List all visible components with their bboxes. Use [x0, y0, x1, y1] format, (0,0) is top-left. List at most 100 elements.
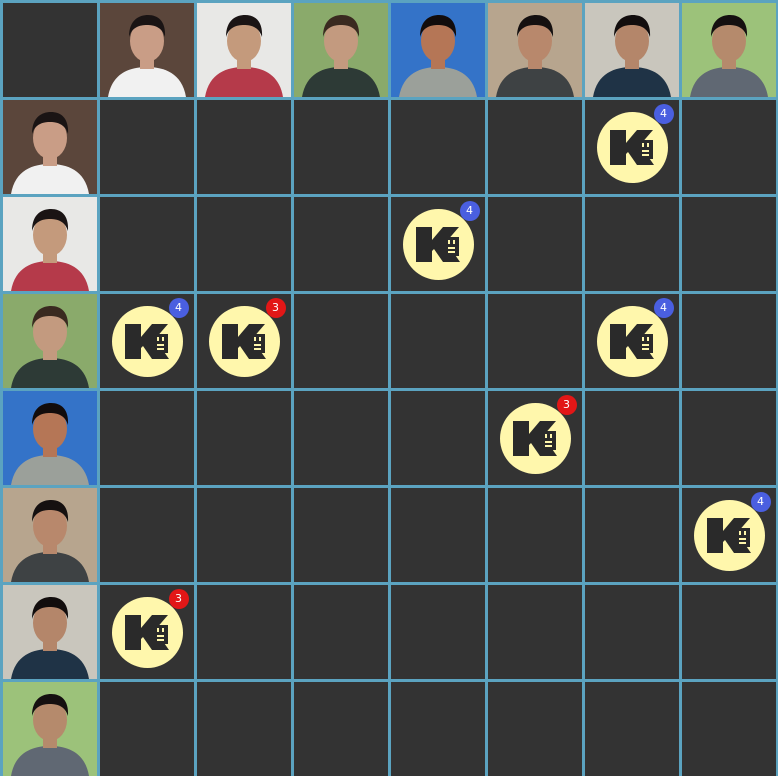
kik-token[interactable]: 4 — [402, 200, 480, 280]
kik-token[interactable]: 3 — [208, 297, 286, 377]
grid-cell[interactable] — [682, 100, 776, 194]
k-logo-icon — [111, 305, 183, 377]
avatar-photo — [488, 3, 582, 97]
grid-cell[interactable] — [197, 585, 291, 679]
row-header-avatar[interactable] — [3, 294, 97, 388]
column-header-avatar[interactable] — [294, 3, 388, 97]
grid-cell[interactable] — [100, 682, 194, 776]
k-logo-icon — [693, 499, 765, 571]
grid-cell[interactable] — [391, 294, 485, 388]
kik-token[interactable]: 3 — [499, 394, 577, 474]
grid-cell[interactable] — [585, 585, 679, 679]
avatar-photo — [585, 3, 679, 97]
column-header-avatar[interactable] — [197, 3, 291, 97]
column-header-avatar[interactable] — [391, 3, 485, 97]
grid-cell[interactable] — [197, 682, 291, 776]
row-header-avatar[interactable] — [3, 488, 97, 582]
corner-cell — [3, 3, 97, 97]
k-logo-icon — [402, 208, 474, 280]
avatar-photo — [3, 100, 97, 194]
count-badge: 4 — [168, 297, 189, 318]
column-header-avatar[interactable] — [100, 3, 194, 97]
grid-cell[interactable] — [488, 682, 582, 776]
grid-cell[interactable] — [391, 682, 485, 776]
grid-cell[interactable] — [197, 488, 291, 582]
count-badge: 3 — [556, 394, 577, 415]
grid-cell[interactable] — [294, 100, 388, 194]
grid-cell[interactable]: 4 — [391, 197, 485, 291]
kik-token[interactable]: 4 — [596, 103, 674, 183]
avatar-photo — [391, 3, 485, 97]
grid-cell[interactable] — [682, 682, 776, 776]
row-header-avatar[interactable] — [3, 100, 97, 194]
count-badge: 4 — [750, 491, 771, 512]
grid-cell[interactable] — [682, 294, 776, 388]
grid-cell[interactable] — [585, 488, 679, 582]
k-logo-icon — [596, 111, 668, 183]
grid-cell[interactable] — [391, 488, 485, 582]
grid-cell[interactable] — [682, 391, 776, 485]
row-header-avatar[interactable] — [3, 391, 97, 485]
row-header-avatar[interactable] — [3, 585, 97, 679]
grid-cell[interactable] — [197, 100, 291, 194]
grid-cell[interactable]: 4 — [100, 294, 194, 388]
grid-cell[interactable] — [294, 585, 388, 679]
grid-cell[interactable]: 3 — [100, 585, 194, 679]
grid-cell[interactable] — [100, 488, 194, 582]
grid-cell[interactable] — [197, 197, 291, 291]
grid-cell[interactable]: 4 — [682, 488, 776, 582]
grid-cell[interactable] — [585, 197, 679, 291]
grid-cell[interactable] — [391, 585, 485, 679]
kik-token[interactable]: 3 — [111, 588, 189, 668]
grid-cell[interactable] — [488, 488, 582, 582]
grid-cell[interactable] — [100, 391, 194, 485]
grid-cell[interactable] — [488, 197, 582, 291]
count-badge: 4 — [459, 200, 480, 221]
avatar-photo — [294, 3, 388, 97]
grid-cell[interactable] — [294, 391, 388, 485]
k-logo-icon — [111, 596, 183, 668]
grid-cell[interactable] — [100, 197, 194, 291]
kik-token[interactable]: 4 — [111, 297, 189, 377]
avatar-photo — [3, 391, 97, 485]
grid-cell[interactable] — [488, 100, 582, 194]
k-logo-icon — [596, 305, 668, 377]
grid-cell[interactable] — [682, 585, 776, 679]
grid-cell[interactable] — [585, 391, 679, 485]
grid-cell[interactable]: 4 — [585, 294, 679, 388]
column-header-avatar[interactable] — [682, 3, 776, 97]
kik-token[interactable]: 4 — [693, 491, 771, 571]
grid-cell[interactable] — [391, 100, 485, 194]
grid-cell[interactable]: 3 — [197, 294, 291, 388]
grid-cell[interactable] — [682, 197, 776, 291]
column-header-avatar[interactable] — [488, 3, 582, 97]
row-header-avatar[interactable] — [3, 682, 97, 776]
avatar-photo — [3, 197, 97, 291]
grid-cell[interactable] — [294, 197, 388, 291]
grid-cell[interactable] — [100, 100, 194, 194]
k-logo-icon — [499, 402, 571, 474]
avatar-photo — [197, 3, 291, 97]
avatar-photo — [3, 585, 97, 679]
grid-cell[interactable] — [294, 488, 388, 582]
avatar-photo — [3, 488, 97, 582]
avatar-photo — [682, 3, 776, 97]
grid-cell[interactable] — [294, 682, 388, 776]
grid-cell[interactable] — [391, 391, 485, 485]
count-badge: 3 — [168, 588, 189, 609]
avatar-photo — [3, 294, 97, 388]
kik-token[interactable]: 4 — [596, 297, 674, 377]
grid-cell[interactable] — [488, 585, 582, 679]
row-header-avatar[interactable] — [3, 197, 97, 291]
grid-cell[interactable] — [585, 682, 679, 776]
k-logo-icon — [208, 305, 280, 377]
grid-cell[interactable]: 4 — [585, 100, 679, 194]
grid-cell[interactable] — [294, 294, 388, 388]
grid-cell[interactable]: 3 — [488, 391, 582, 485]
column-header-avatar[interactable] — [585, 3, 679, 97]
count-badge: 4 — [653, 103, 674, 124]
avatar-photo — [100, 3, 194, 97]
grid-cell[interactable] — [197, 391, 291, 485]
grid-cell[interactable] — [488, 294, 582, 388]
